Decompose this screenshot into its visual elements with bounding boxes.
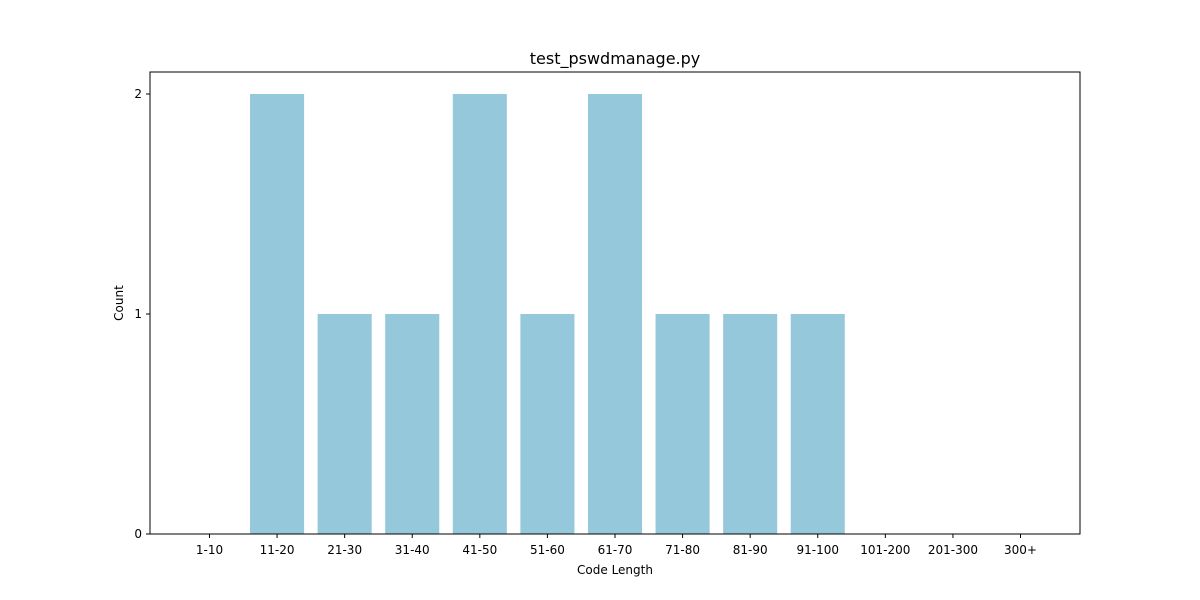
bar [587,94,643,534]
x-tick-label: 51-60 [530,543,565,557]
bar [723,314,778,534]
x-tick-label: 21-30 [327,543,362,557]
x-tick-label: 61-70 [598,543,633,557]
bar [655,314,710,534]
chart-title: test_pswdmanage.py [530,49,701,69]
x-tick-label: 71-80 [665,543,700,557]
y-tick-label: 2 [134,87,142,101]
bar-group [250,94,845,534]
x-tick-label: 31-40 [395,543,430,557]
bar [317,314,372,534]
x-tick-label: 41-50 [462,543,497,557]
y-axis-ticks: 0 1 2 [134,87,150,541]
x-tick-label: 91-100 [797,543,840,557]
bar [385,314,440,534]
y-tick-label: 1 [134,307,142,321]
bar [452,94,507,534]
x-tick-label: 101-200 [860,543,910,557]
x-axis-ticks: 1-10 11-20 21-30 31-40 41-50 51-60 61-70 71-80 8… [196,534,1037,557]
bar [790,314,845,534]
x-tick-label: 81-90 [733,543,768,557]
plot-frame [149,71,1081,535]
x-tick-label: 11-20 [260,543,295,557]
bar [250,94,305,534]
bar [520,314,575,534]
y-axis-label: Count [112,285,126,321]
x-tick-label: 300+ [1004,543,1037,557]
x-tick-label: 201-300 [928,543,978,557]
x-tick-label: 1-10 [196,543,223,557]
y-tick-label: 0 [134,527,142,541]
x-axis-label: Code Length [577,563,653,577]
